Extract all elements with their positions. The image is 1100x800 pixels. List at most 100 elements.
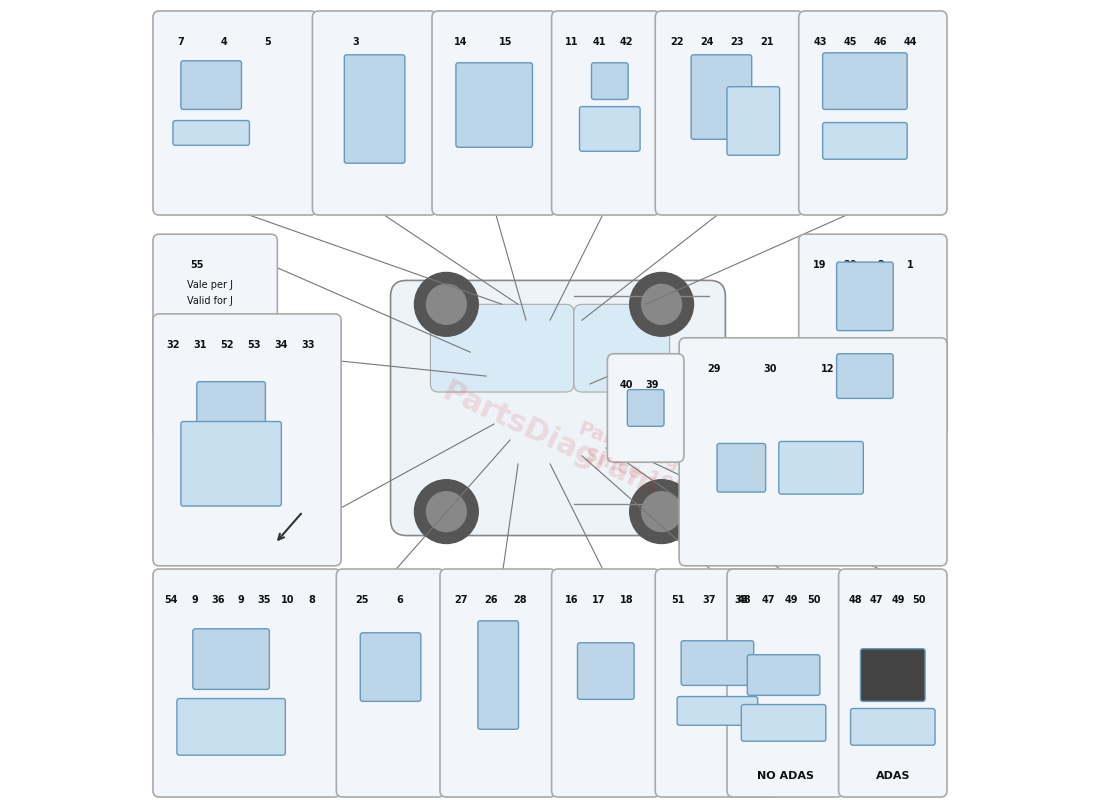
FancyBboxPatch shape <box>455 62 532 147</box>
FancyBboxPatch shape <box>361 633 421 702</box>
FancyBboxPatch shape <box>153 569 341 797</box>
FancyBboxPatch shape <box>681 641 754 686</box>
FancyBboxPatch shape <box>850 709 935 745</box>
Text: 7: 7 <box>177 38 185 47</box>
Text: 29: 29 <box>707 364 721 374</box>
FancyBboxPatch shape <box>477 621 518 730</box>
FancyBboxPatch shape <box>799 234 947 438</box>
Text: 55: 55 <box>190 261 204 270</box>
Text: 37: 37 <box>703 595 716 606</box>
FancyBboxPatch shape <box>656 569 780 797</box>
FancyBboxPatch shape <box>823 53 907 110</box>
FancyBboxPatch shape <box>153 11 317 215</box>
Text: 8: 8 <box>308 595 315 606</box>
FancyBboxPatch shape <box>430 304 574 392</box>
FancyBboxPatch shape <box>838 569 947 797</box>
Text: 35: 35 <box>257 595 272 606</box>
FancyBboxPatch shape <box>837 262 893 330</box>
Text: 11: 11 <box>565 38 579 47</box>
Text: 6: 6 <box>397 595 404 606</box>
Text: 47: 47 <box>870 595 883 606</box>
FancyBboxPatch shape <box>691 55 751 139</box>
Text: 14: 14 <box>454 38 467 47</box>
Text: 1: 1 <box>908 261 914 270</box>
Text: 4: 4 <box>221 38 228 47</box>
FancyBboxPatch shape <box>747 654 820 695</box>
FancyBboxPatch shape <box>551 11 660 215</box>
Text: 24: 24 <box>700 38 714 47</box>
Text: 51: 51 <box>671 595 684 606</box>
Text: PartsDiagram: PartsDiagram <box>438 377 662 502</box>
Circle shape <box>629 273 693 336</box>
Text: 36: 36 <box>211 595 224 606</box>
Text: 52: 52 <box>220 340 233 350</box>
Text: 32: 32 <box>166 340 179 350</box>
Circle shape <box>427 492 466 531</box>
Text: 19: 19 <box>813 261 827 270</box>
FancyBboxPatch shape <box>390 281 725 535</box>
Text: 46: 46 <box>873 38 888 47</box>
Text: 54: 54 <box>164 595 178 606</box>
Text: 50: 50 <box>913 595 926 606</box>
Text: 10: 10 <box>282 595 295 606</box>
Text: 49: 49 <box>784 595 798 606</box>
FancyBboxPatch shape <box>679 338 947 566</box>
Text: 27: 27 <box>454 595 467 606</box>
Text: 13: 13 <box>877 364 891 374</box>
Text: 2: 2 <box>877 261 883 270</box>
Text: 44: 44 <box>904 38 917 47</box>
FancyBboxPatch shape <box>592 62 628 99</box>
Circle shape <box>415 480 478 543</box>
FancyBboxPatch shape <box>197 382 265 434</box>
FancyBboxPatch shape <box>312 11 437 215</box>
FancyBboxPatch shape <box>177 698 285 755</box>
FancyBboxPatch shape <box>823 122 907 159</box>
Text: 3: 3 <box>353 38 360 47</box>
Text: 40: 40 <box>619 380 634 390</box>
FancyBboxPatch shape <box>860 649 925 702</box>
FancyBboxPatch shape <box>180 61 242 110</box>
Circle shape <box>641 285 682 324</box>
FancyBboxPatch shape <box>779 442 864 494</box>
Text: 30: 30 <box>763 364 778 374</box>
Text: 39: 39 <box>646 380 659 390</box>
FancyBboxPatch shape <box>727 86 780 155</box>
Text: 9: 9 <box>238 595 244 606</box>
Text: 23: 23 <box>730 38 744 47</box>
FancyBboxPatch shape <box>440 569 557 797</box>
Text: 25: 25 <box>355 595 368 606</box>
Text: 5: 5 <box>264 38 271 47</box>
Text: 17: 17 <box>592 595 606 606</box>
Text: 41: 41 <box>592 38 606 47</box>
Text: 26: 26 <box>484 595 497 606</box>
Text: 43: 43 <box>813 38 827 47</box>
Text: 48: 48 <box>738 595 751 606</box>
Circle shape <box>427 285 466 324</box>
Text: 18: 18 <box>619 595 634 606</box>
FancyBboxPatch shape <box>656 11 803 215</box>
Text: Valid for J: Valid for J <box>187 296 233 306</box>
FancyBboxPatch shape <box>607 354 684 462</box>
FancyBboxPatch shape <box>337 569 444 797</box>
FancyBboxPatch shape <box>741 705 826 742</box>
Text: 48: 48 <box>849 595 862 606</box>
FancyBboxPatch shape <box>153 314 341 566</box>
Text: 9: 9 <box>191 595 198 606</box>
Text: PartsDiagram
Since 1985: PartsDiagram Since 1985 <box>569 419 723 509</box>
FancyBboxPatch shape <box>192 629 270 690</box>
Text: 45: 45 <box>844 38 857 47</box>
Text: 42: 42 <box>619 38 634 47</box>
Text: 50: 50 <box>807 595 821 606</box>
Text: 22: 22 <box>670 38 683 47</box>
Text: 49: 49 <box>891 595 905 606</box>
Text: 21: 21 <box>760 38 773 47</box>
FancyBboxPatch shape <box>678 697 758 726</box>
Circle shape <box>629 480 693 543</box>
Text: Vale per J: Vale per J <box>187 280 233 290</box>
Text: 53: 53 <box>248 340 261 350</box>
Text: 15: 15 <box>498 38 513 47</box>
FancyBboxPatch shape <box>727 569 844 797</box>
FancyBboxPatch shape <box>837 354 893 398</box>
Text: ADAS: ADAS <box>876 771 910 781</box>
Text: 12: 12 <box>821 364 834 374</box>
